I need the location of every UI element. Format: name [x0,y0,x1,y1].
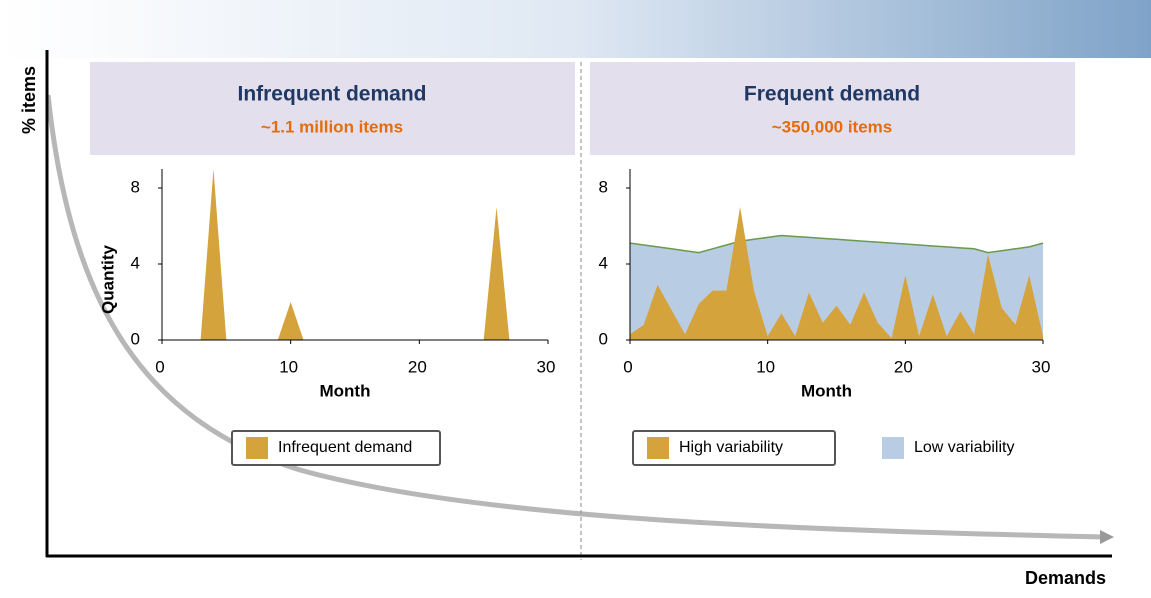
y-axis-label: % items [19,66,39,134]
x-tick-label: 0 [623,357,632,376]
chart-subtitle: ~350,000 items [772,117,893,136]
legend-box [632,430,836,466]
chart-title: Frequent demand [744,83,920,106]
chart-subtitle: ~1.1 million items [261,117,403,136]
x-tick-label: 20 [408,357,427,376]
x-tick-label: 0 [155,357,164,376]
chart-title: Infrequent demand [237,83,426,106]
y-tick-label: 0 [131,329,140,348]
legend-label: Infrequent demand [278,439,412,456]
y-tick-label: 4 [599,253,608,272]
legend-box [231,430,441,466]
x-axis-label: Demands [1025,568,1106,588]
y-axis-title: Quantity [98,244,117,313]
arrow [1100,530,1114,544]
legend-swatch [647,437,669,459]
header-box [590,62,1075,155]
y-tick-label: 8 [599,177,608,196]
x-tick-label: 30 [537,357,556,376]
decay-curve [45,94,1106,540]
y-tick-label: 4 [131,253,140,272]
y-tick-label: 8 [131,177,140,196]
header-box [90,62,575,155]
x-tick-label: 10 [279,357,298,376]
x-tick-label: 30 [1032,357,1051,376]
x-tick-label: 20 [894,357,913,376]
x-tick-label: 10 [756,357,775,376]
area [630,207,1043,340]
legend-label: Low variability [914,439,1014,456]
area-edge [629,234,1044,254]
area [162,169,548,340]
legend-swatch [246,437,268,459]
banner [0,0,1151,58]
y-tick-label: 0 [599,329,608,348]
x-axis-title: Month [801,381,852,400]
x-axis-title: Month [320,381,371,400]
legend-swatch [882,437,904,459]
legend-label: High variability [679,439,783,456]
